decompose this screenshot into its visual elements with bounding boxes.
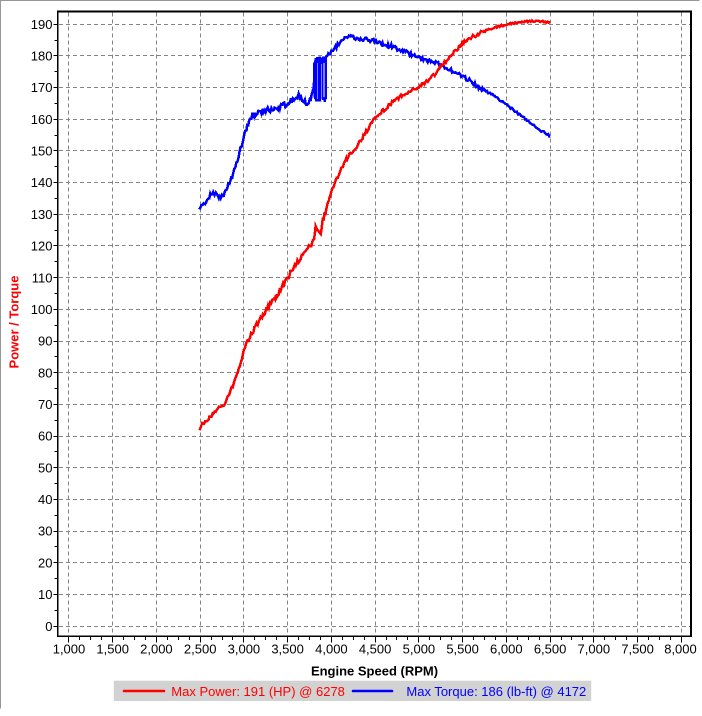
svg-text:4,000: 4,000 [315,642,348,657]
svg-text:140: 140 [31,175,53,190]
svg-text:6,000: 6,000 [490,642,523,657]
svg-text:8,000: 8,000 [664,642,697,657]
svg-text:3,000: 3,000 [228,642,261,657]
svg-text:40: 40 [38,492,52,507]
svg-text:180: 180 [31,49,53,64]
svg-text:170: 170 [31,80,53,95]
svg-text:30: 30 [38,524,52,539]
svg-text:Max Power: 191 (HP) @ 6278: Max Power: 191 (HP) @ 6278 [171,684,345,699]
svg-text:6,500: 6,500 [534,642,567,657]
svg-text:2,000: 2,000 [140,642,173,657]
svg-text:110: 110 [32,270,53,285]
svg-text:4,500: 4,500 [359,642,392,657]
svg-text:1,000: 1,000 [53,642,86,657]
svg-text:Engine Speed (RPM): Engine Speed (RPM) [311,663,438,678]
svg-text:1,500: 1,500 [96,642,129,657]
svg-text:160: 160 [31,112,53,127]
svg-text:Max Torque: 186 (lb-ft) @ 4172: Max Torque: 186 (lb-ft) @ 4172 [406,684,586,699]
svg-text:0: 0 [45,619,52,634]
svg-text:100: 100 [31,302,53,317]
svg-text:5,000: 5,000 [403,642,436,657]
svg-text:Power / Torque: Power / Torque [7,276,22,369]
svg-text:7,500: 7,500 [621,642,654,657]
svg-text:70: 70 [38,397,52,412]
svg-text:5,500: 5,500 [446,642,479,657]
svg-text:120: 120 [31,239,53,254]
svg-text:80: 80 [38,365,52,380]
svg-text:90: 90 [38,334,52,349]
svg-text:150: 150 [31,144,53,159]
svg-text:60: 60 [38,429,52,444]
svg-text:190: 190 [31,17,53,32]
svg-text:2,500: 2,500 [184,642,217,657]
svg-text:20: 20 [38,555,52,570]
svg-text:50: 50 [38,460,52,475]
svg-text:7,000: 7,000 [578,642,611,657]
svg-text:10: 10 [38,587,52,602]
svg-text:3,500: 3,500 [271,642,304,657]
svg-text:130: 130 [31,207,53,222]
